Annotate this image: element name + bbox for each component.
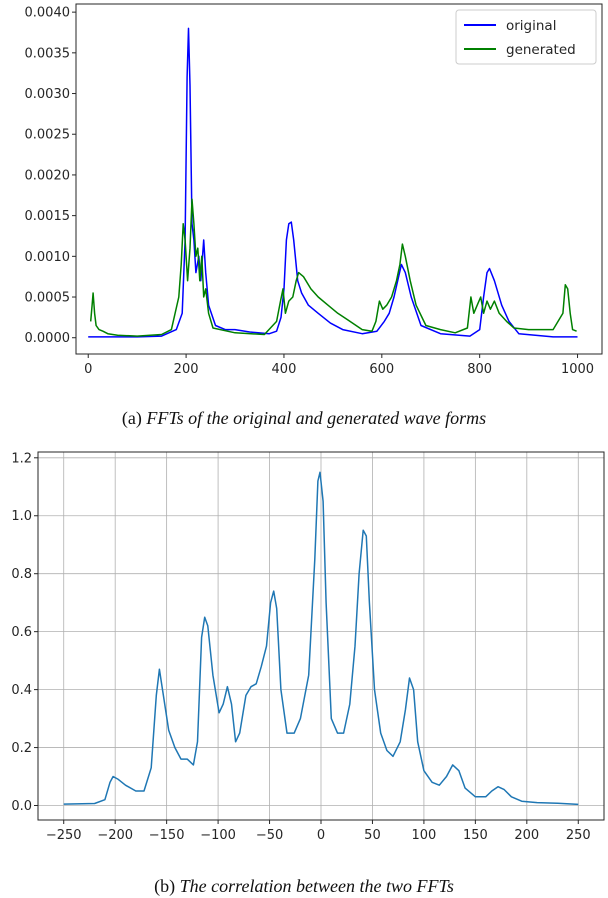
chart-a-legend-label-original: original [506, 18, 556, 34]
chart-b-x-tick-label: −200 [97, 828, 133, 843]
caption-b: (b) The correlation between the two FFTs [0, 876, 608, 897]
chart-b-x-tick-label: −50 [256, 828, 283, 843]
chart-a-y-tick-label: 0.0025 [25, 128, 71, 143]
chart-b-x-tick-label: 100 [411, 828, 436, 843]
chart-b-y-tick-label: 0.6 [11, 625, 32, 640]
caption-b-label: (b) [154, 876, 176, 896]
chart-a-y-tick-label: 0.0000 [25, 331, 71, 346]
chart-b-y-tick-label: 1.2 [11, 451, 32, 466]
chart-b-y-tick-label: 1.0 [11, 509, 32, 524]
chart-b-series-line [63, 471, 579, 806]
chart-a-legend-box [455, 9, 597, 65]
chart-b-y-tick-label: 0.0 [11, 799, 32, 814]
chart-a-x-tick-label: 400 [272, 362, 297, 377]
chart-a-legend-label-generated: generated [506, 42, 576, 58]
chart-a-x-tick-label: 800 [467, 362, 492, 377]
chart-b-y-tick-label: 0.2 [11, 741, 32, 756]
chart-a-y-tick-label: 0.0030 [25, 87, 71, 102]
chart-a-y-tick-label: 0.0035 [25, 46, 71, 61]
chart-a-x-tick-label: 600 [369, 362, 394, 377]
chart-a-series-generated [89, 198, 577, 337]
chart-b-x-tick-label: −150 [149, 828, 185, 843]
chart-b-x-tick-label: −100 [200, 828, 236, 843]
chart-b-y-tick-label: 0.8 [11, 567, 32, 582]
chart-a-y-tick-label: 0.0040 [25, 6, 71, 21]
chart-a-x-tick-label: 200 [174, 362, 199, 377]
chart-b-x-tick-label: 150 [463, 828, 488, 843]
chart-b-x-tick-label: 250 [566, 828, 591, 843]
caption-b-text: The correlation between the two FFTs [179, 876, 454, 896]
caption-a-text: FFTs of the original and generated wave … [146, 408, 487, 428]
chart-b-x-tick-label: 50 [364, 828, 381, 843]
caption-a-label: (a) [121, 408, 142, 428]
chart-b-y-tick-label: 0.4 [11, 683, 32, 698]
chart-b-x-tick-label: −250 [46, 828, 82, 843]
chart-a-y-tick-label: 0.0010 [25, 250, 71, 265]
chart-a-x-tick-label: 0 [84, 362, 92, 377]
chart-a-x-tick-label: 1000 [561, 362, 594, 377]
chart-b-x-tick-label: 200 [514, 828, 539, 843]
chart-a-axes-frame [75, 3, 603, 355]
chart-a-y-tick-label: 0.0015 [25, 209, 71, 224]
caption-a: (a) FFTs of the original and generated w… [0, 408, 608, 429]
chart-a-y-tick-label: 0.0020 [25, 168, 71, 183]
chart-a-series-original [88, 27, 578, 338]
chart-b-x-tick-label: 0 [317, 828, 325, 843]
chart-a-y-tick-label: 0.0005 [25, 291, 71, 306]
